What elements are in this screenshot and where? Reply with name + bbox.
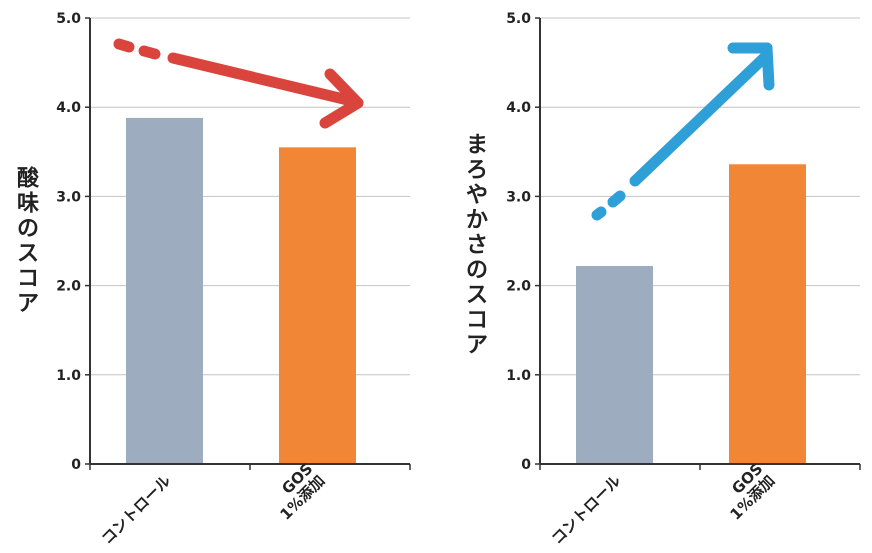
bar-2 xyxy=(729,164,806,464)
bar-1 xyxy=(126,117,203,465)
y-tick-label: 3.0 xyxy=(506,189,531,205)
chart-panel-2: 0 1.0 2.0 3.0 4.0 5.0 コントロール GOS1%添加 まろやかさのスコア xyxy=(466,11,861,548)
category-label: GOS1%添加 xyxy=(714,460,778,524)
y-axis-label: 酸味のスコア xyxy=(17,167,40,317)
arrow-head xyxy=(324,68,364,109)
y-tick-label: 3.0 xyxy=(56,189,81,205)
chart-panel-1: 0 1.0 2.0 3.0 4.0 5.0 コントロール GOS1%添加 酸味のスコア xyxy=(17,11,411,548)
arrow-shaft xyxy=(629,49,773,187)
bar-1 xyxy=(576,265,653,464)
arrow-shaft xyxy=(167,52,362,108)
y-axis-label: まろやかさのスコア xyxy=(466,133,488,358)
y-tick-label: 5.0 xyxy=(56,11,81,27)
trend-arrow-down xyxy=(113,38,364,129)
y-tick-label: 5.0 xyxy=(506,11,531,27)
y-tick-label: 0 xyxy=(71,457,81,473)
arrow-head xyxy=(761,42,775,91)
category-label: コントロール xyxy=(548,472,624,548)
y-tick-label: 2.0 xyxy=(506,279,531,295)
category-label: コントロール xyxy=(98,472,174,548)
arrow-head xyxy=(319,97,364,129)
y-tick-label: 4.0 xyxy=(506,100,531,116)
arrow-dash xyxy=(607,190,626,208)
arrow-dash xyxy=(138,45,161,60)
y-tick-label: 2.0 xyxy=(56,279,81,295)
trend-arrow-up xyxy=(591,42,775,221)
y-tick-label: 0 xyxy=(521,457,531,473)
y-tick-label: 4.0 xyxy=(56,100,81,116)
arrow-dash xyxy=(591,206,607,221)
bar-2 xyxy=(279,147,356,464)
y-tick-label: 1.0 xyxy=(506,368,531,384)
arrow-dash xyxy=(113,38,135,53)
y-tick-label: 1.0 xyxy=(56,368,81,384)
category-label: GOS1%添加 xyxy=(264,460,328,524)
